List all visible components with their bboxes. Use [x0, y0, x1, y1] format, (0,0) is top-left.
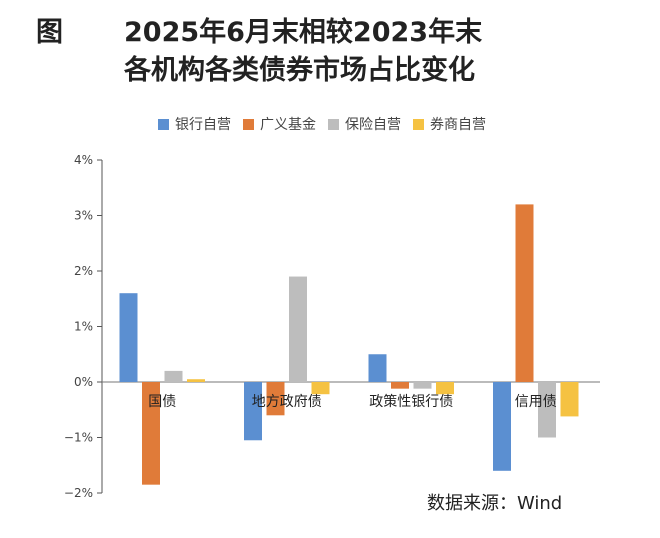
legend-swatch-fund [243, 118, 254, 130]
y-tick-label: 1% [74, 320, 93, 334]
bars-layer [119, 204, 579, 485]
bar-bank-2 [368, 354, 387, 382]
category-label: 政策性银行债 [369, 393, 453, 410]
bar-bank-3 [493, 382, 511, 471]
legend-item-bank: 银行自营 [158, 114, 231, 134]
category-label: 信用债 [515, 394, 557, 410]
source-note: 数据来源：Wind [427, 493, 563, 514]
category-label: 国债 [148, 394, 176, 410]
bar-fund-1 [266, 382, 285, 416]
legend-item-broker: 券商自营 [413, 114, 486, 134]
legend-swatch-bank [158, 118, 169, 130]
legend-label-broker: 券商自营 [430, 117, 486, 133]
legend-label-fund: 广义基金 [260, 117, 316, 133]
y-tick-label: 2% [74, 264, 93, 278]
legend-item-fund: 广义基金 [243, 114, 316, 134]
legend-item-insurance: 保险自营 [328, 114, 401, 134]
bar-bank-0 [119, 293, 138, 382]
legend: 银行自营 广义基金 保险自营 券商自营 [158, 114, 486, 134]
bar-fund-2 [391, 382, 409, 389]
y-tick-label: 3% [74, 209, 93, 223]
bar-broker-1 [311, 382, 330, 395]
y-tick-label: 4% [74, 153, 93, 167]
figure-label: 图 [36, 17, 63, 48]
bar-insurance-1 [289, 276, 307, 382]
legend-swatch-insurance [328, 118, 339, 130]
category-labels-layer: 国债 地方政府债 政策性银行债 信用债 [148, 393, 557, 410]
bar-fund-0 [142, 382, 160, 485]
y-tick-label: −2% [64, 486, 93, 500]
bar-broker-2 [436, 382, 454, 395]
y-tick-label: 0% [74, 375, 93, 389]
category-label: 地方政府债 [252, 394, 322, 410]
chart-title-line-1: 2025年6月末相较2023年末 [124, 17, 483, 48]
legend-label-insurance: 保险自营 [345, 117, 401, 133]
legend-label-bank: 银行自营 [175, 117, 231, 133]
bar-fund-3 [515, 204, 534, 382]
bar-insurance-2 [413, 382, 432, 389]
bar-broker-3 [560, 382, 579, 417]
bar-insurance-3 [538, 382, 556, 438]
chart-title-line-2: 各机构各类债券市场占比变化 [124, 55, 475, 86]
axis-layer: −2% −1% 0% 1% 2% 3% 4% [64, 153, 600, 500]
legend-swatch-broker [413, 118, 424, 130]
bar-insurance-0 [164, 370, 183, 382]
bar-bank-1 [244, 382, 262, 441]
y-tick-label: −1% [64, 431, 93, 445]
bar-broker-0 [187, 379, 205, 382]
